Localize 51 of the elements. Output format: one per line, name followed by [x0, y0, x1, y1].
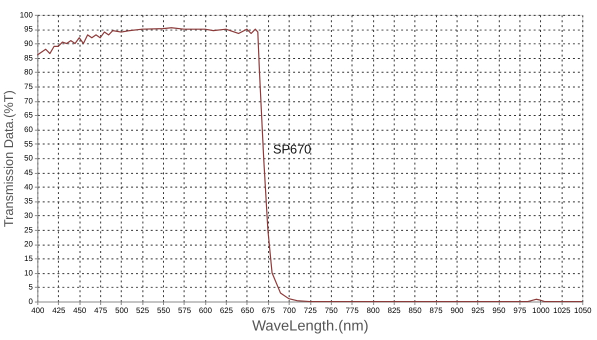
x-tick-label: 800: [366, 306, 380, 315]
x-tick-label: 925: [471, 306, 486, 315]
x-tick-label: 525: [136, 306, 150, 315]
x-tick-label: 650: [240, 306, 255, 315]
y-axis-title: Transmission Data.(%T): [0, 90, 16, 228]
x-tick-label: 475: [94, 306, 108, 315]
y-tick-label: 35: [24, 196, 34, 206]
y-tick-label: 65: [24, 110, 34, 120]
x-tick-label: 725: [304, 306, 318, 315]
x-tick-label: 625: [220, 306, 234, 315]
y-tick-label: 85: [24, 53, 34, 62]
y-tick-label: 20: [24, 240, 34, 249]
y-tick-label: 90: [24, 38, 34, 48]
x-tick-label: 825: [388, 306, 402, 315]
y-tick-label: 40: [24, 182, 34, 192]
x-tick-label: 1025: [553, 306, 572, 315]
x-tick-label: 950: [492, 306, 506, 315]
x-tick-label: 700: [282, 306, 296, 315]
x-tick-label: 750: [324, 306, 338, 315]
y-tick-label: 60: [24, 124, 34, 134]
x-tick-label: 1000: [532, 306, 550, 315]
annotation: SP670: [272, 141, 312, 156]
y-tick-label: 80: [24, 68, 34, 77]
y-tick-label: 45: [24, 168, 34, 177]
y-tick-label: 100: [20, 10, 34, 20]
x-tick-label: 775: [346, 306, 360, 315]
x-tick-label: 900: [450, 306, 464, 315]
x-tick-label: 600: [198, 306, 213, 315]
x-tick-label: 450: [73, 306, 87, 315]
y-tick-label: 10: [24, 268, 34, 278]
y-tick-label: 25: [24, 225, 34, 234]
x-tick-label: 575: [178, 306, 192, 315]
y-tick-label: 50: [24, 154, 34, 163]
y-tick-label: 5: [28, 282, 34, 292]
y-tick-label: 30: [24, 210, 34, 220]
y-tick-label: 15: [24, 254, 34, 264]
x-tick-label: 425: [52, 306, 66, 315]
y-tick-label: 0: [28, 297, 34, 306]
y-tick-label: 95: [24, 24, 34, 34]
x-tick-label: 875: [429, 306, 444, 315]
x-axis-title: WaveLength.(nm): [252, 318, 368, 335]
y-tick-label: 75: [24, 82, 34, 91]
x-tick-label: 1050: [574, 306, 592, 315]
y-tick-label: 70: [24, 96, 34, 106]
y-tick-label: 55: [24, 139, 34, 148]
x-tick-label: 675: [262, 306, 276, 315]
x-tick-label: 400: [31, 306, 45, 315]
x-tick-label: 850: [408, 306, 422, 315]
x-tick-label: 550: [157, 306, 171, 315]
x-tick-label: 500: [115, 306, 129, 315]
x-tick-label: 975: [513, 306, 528, 315]
